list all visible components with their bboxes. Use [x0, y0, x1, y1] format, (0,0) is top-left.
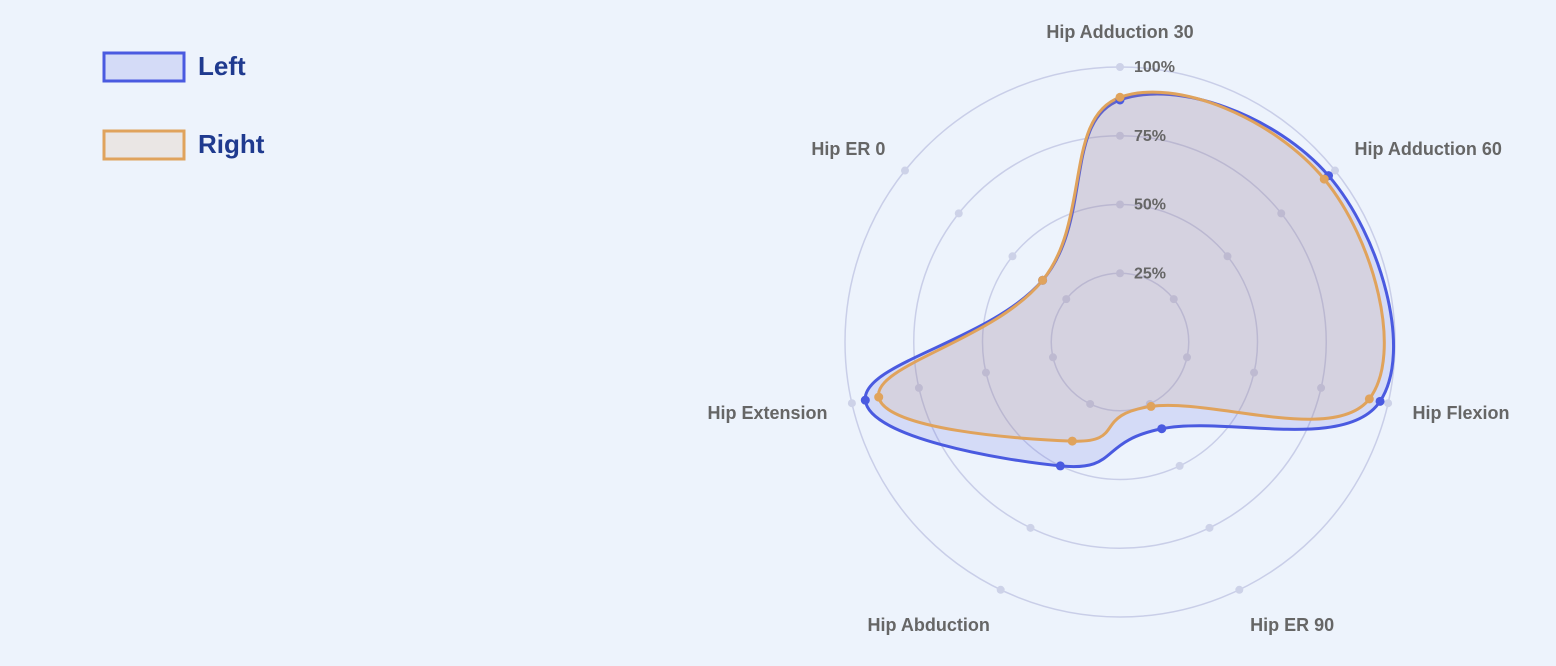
tick-dot [1086, 399, 1095, 408]
legend-swatch [102, 51, 186, 83]
tick-dot [1183, 353, 1192, 362]
tick-dot [1116, 131, 1124, 140]
axis-label: Hip ER 90 [1250, 615, 1334, 635]
data-point [1115, 92, 1125, 102]
tick-dot [1116, 63, 1124, 71]
tick-dot [1026, 523, 1035, 532]
data-point [1055, 461, 1065, 471]
tick-dot [914, 383, 923, 392]
data-point [1038, 275, 1048, 285]
tick-dot [981, 368, 990, 377]
axis-label: Hip Flexion [1412, 403, 1509, 423]
axis-label: Hip Extension [708, 403, 828, 423]
series-area [877, 90, 1386, 443]
tick-dot [1317, 383, 1326, 392]
tick-dot [847, 399, 856, 408]
data-point [1157, 424, 1167, 434]
axis-label: Hip Abduction [868, 615, 990, 635]
tick-dot [1008, 252, 1017, 261]
data-point [1067, 436, 1077, 446]
tick-dot [1223, 252, 1232, 261]
tick-dot [1116, 269, 1124, 278]
tick-dot [1235, 585, 1244, 594]
tick-dot [1384, 399, 1393, 408]
legend-label: Right [198, 129, 265, 159]
data-point [1364, 394, 1374, 404]
tick-dot [1116, 200, 1124, 209]
tick-dot [1175, 461, 1184, 470]
tick-dot [1250, 368, 1259, 377]
y-tick-label: 75% [1134, 128, 1166, 145]
data-point [1319, 174, 1329, 184]
legend-swatch [102, 129, 186, 161]
axis-label: Hip Adduction 30 [1046, 22, 1193, 42]
data-point [874, 392, 884, 402]
tick-dot [900, 166, 909, 175]
y-tick-label: 50% [1134, 197, 1166, 214]
data-point [860, 395, 870, 405]
tick-dot [1169, 295, 1178, 304]
tick-dot [1048, 353, 1057, 362]
data-point [1146, 401, 1156, 411]
y-tick-label: 25% [1134, 265, 1166, 282]
axis-label: Hip Adduction 60 [1355, 139, 1502, 159]
tick-dot [954, 209, 963, 218]
tick-dot [1205, 523, 1214, 532]
y-tick-label: 100% [1134, 59, 1175, 76]
data-point [1375, 396, 1385, 406]
tick-dot [996, 585, 1005, 594]
legend-label: Left [198, 51, 246, 81]
tick-dot [1277, 209, 1286, 218]
axis-label: Hip ER 0 [811, 139, 885, 159]
tick-dot [1331, 166, 1340, 175]
tick-dot [1062, 295, 1071, 304]
